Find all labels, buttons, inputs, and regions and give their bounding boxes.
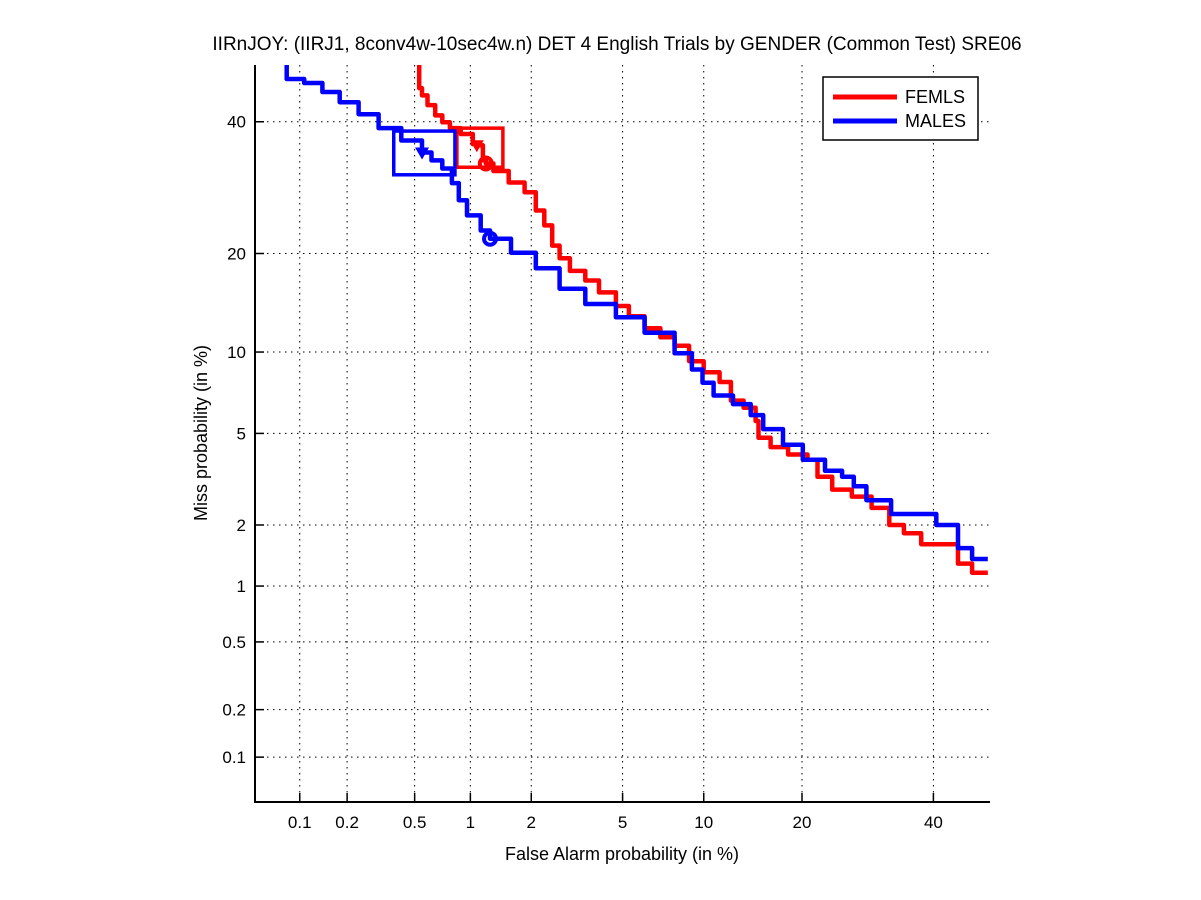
confidence-box-males: [392, 129, 457, 177]
y-tick-label: 5: [237, 424, 246, 443]
x-tick-label: 20: [793, 813, 812, 832]
triangle-marker-males: [415, 147, 430, 160]
axis-tick-labels: 0.1 0.2 0.5 1 2 5 10 20 40 0.1 0.2 0.5 1 2 5 10 20 40: [222, 113, 943, 832]
circle-marker-femls: [477, 155, 494, 172]
x-tick-label: 0.2: [335, 813, 359, 832]
x-tick-label: 2: [527, 813, 536, 832]
y-tick-label: 0.2: [222, 701, 246, 720]
circle-marker-males: [482, 230, 499, 247]
chart-title: IIRnJOY: (IIRJ1, 8conv4w-10sec4w.n) DET …: [212, 34, 1021, 55]
det-curves: [284, 65, 988, 575]
x-tick-label: 40: [924, 813, 943, 832]
x-tick-label: 5: [618, 813, 627, 832]
x-axis-label: False Alarm probability (in %): [505, 844, 739, 864]
legend-box: [822, 76, 979, 141]
operating-point-markers: [392, 126, 505, 247]
y-tick-label: 40: [227, 113, 246, 132]
det-curve-males: [284, 65, 988, 562]
grid-lines: [255, 65, 990, 802]
triangle-marker-femls: [469, 140, 484, 153]
x-tick-label: 1: [466, 813, 475, 832]
axis-spines: [254, 65, 990, 803]
y-tick-label: 10: [227, 343, 246, 362]
legend: FEMLS MALES: [822, 76, 979, 141]
legend-label-males: MALES: [905, 111, 966, 131]
y-tick-label: 0.1: [222, 748, 246, 767]
x-tick-label: 10: [694, 813, 713, 832]
axis-ticks: [255, 120, 935, 802]
y-tick-label: 0.5: [222, 633, 246, 652]
legend-label-femls: FEMLS: [905, 87, 965, 107]
x-tick-label: 0.1: [288, 813, 312, 832]
y-tick-label: 1: [237, 577, 246, 596]
y-axis-label: Miss probability (in %): [191, 345, 211, 521]
y-tick-label: 2: [237, 516, 246, 535]
y-tick-label: 20: [227, 245, 246, 264]
x-tick-label: 0.5: [403, 813, 427, 832]
